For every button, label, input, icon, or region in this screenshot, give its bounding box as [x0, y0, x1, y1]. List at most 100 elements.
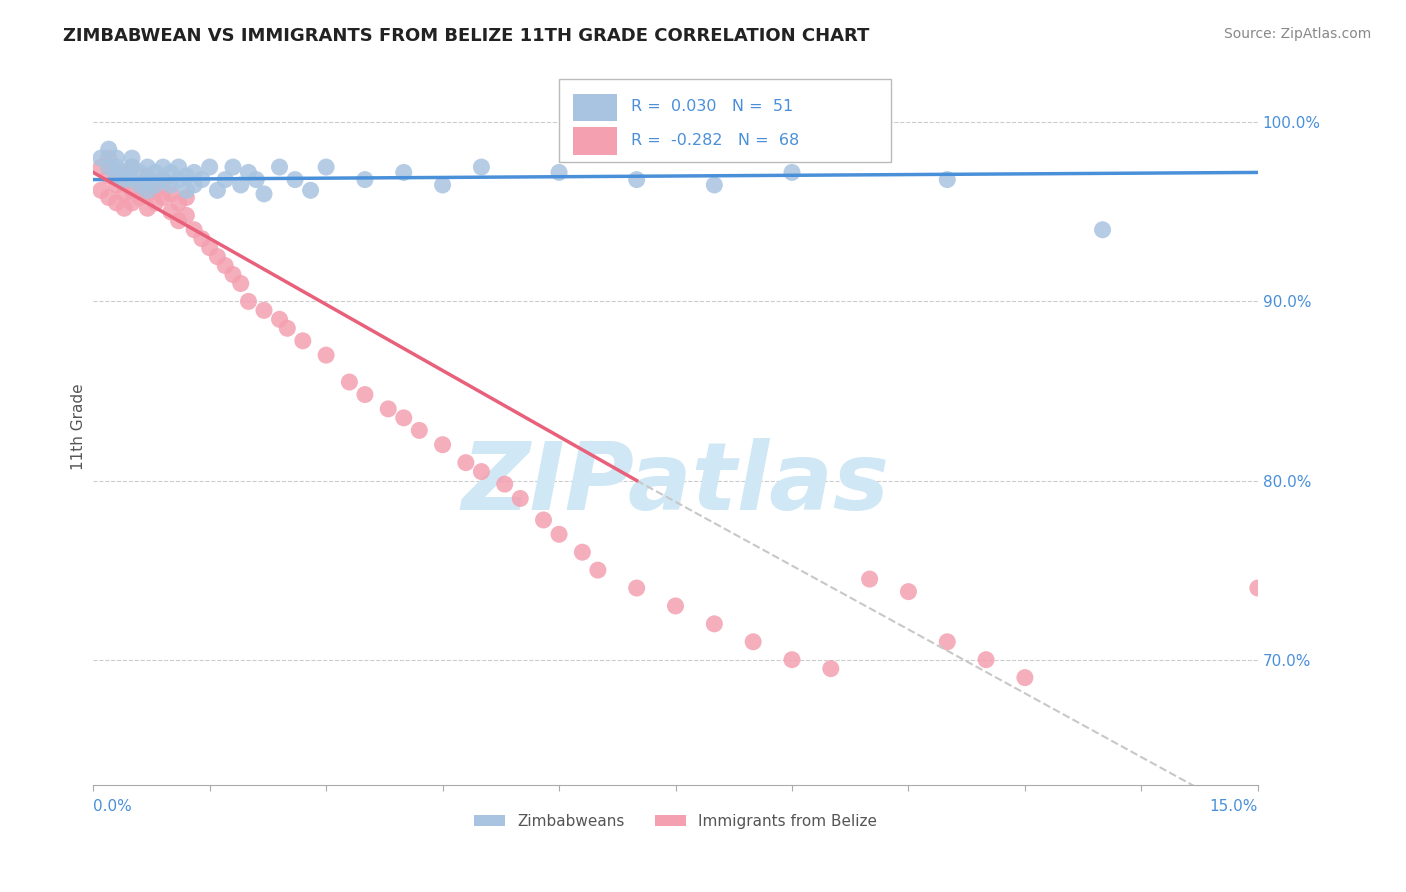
Point: [284, 172, 307, 186]
Point: [1091, 223, 1114, 237]
Point: [121, 160, 143, 174]
Point: [392, 410, 415, 425]
Text: R =  0.030   N =  51: R = 0.030 N = 51: [631, 99, 793, 114]
Point: [470, 465, 492, 479]
Point: [159, 178, 181, 192]
Point: [191, 172, 214, 186]
Point: [432, 178, 454, 192]
Point: [586, 563, 609, 577]
Point: [392, 165, 415, 179]
Point: [222, 160, 245, 174]
Point: [269, 312, 291, 326]
Point: [121, 172, 143, 186]
Point: [105, 165, 128, 179]
Point: [315, 160, 337, 174]
Point: [299, 183, 322, 197]
Y-axis label: 11th Grade: 11th Grade: [72, 384, 86, 470]
Point: [167, 195, 190, 210]
Point: [377, 401, 399, 416]
Text: R =  -0.282   N =  68: R = -0.282 N = 68: [631, 133, 800, 148]
Point: [136, 186, 159, 201]
Point: [97, 151, 120, 165]
Point: [176, 183, 198, 197]
Point: [432, 438, 454, 452]
Point: [105, 169, 128, 183]
Point: [214, 172, 236, 186]
Point: [222, 268, 245, 282]
Point: [494, 477, 516, 491]
Point: [859, 572, 882, 586]
Point: [703, 616, 725, 631]
Point: [238, 165, 260, 179]
Point: [191, 232, 214, 246]
Legend: Zimbabweans, Immigrants from Belize: Zimbabweans, Immigrants from Belize: [468, 807, 883, 835]
Point: [1247, 581, 1270, 595]
Point: [276, 321, 298, 335]
Point: [897, 584, 920, 599]
Point: [533, 513, 555, 527]
Point: [136, 201, 159, 215]
Point: [703, 178, 725, 192]
Point: [176, 208, 198, 222]
Point: [112, 201, 135, 215]
Point: [167, 214, 190, 228]
Point: [548, 527, 571, 541]
Point: [626, 581, 648, 595]
Point: [820, 662, 842, 676]
Text: ZIPatlas: ZIPatlas: [461, 438, 890, 530]
Point: [253, 186, 276, 201]
Point: [121, 151, 143, 165]
Point: [128, 178, 150, 192]
Point: [207, 250, 229, 264]
Point: [936, 634, 959, 648]
Point: [152, 190, 174, 204]
Point: [167, 172, 190, 186]
Point: [315, 348, 337, 362]
Point: [97, 160, 120, 174]
Point: [143, 195, 166, 210]
Point: [105, 178, 128, 192]
Point: [97, 190, 120, 204]
Text: ZIMBABWEAN VS IMMIGRANTS FROM BELIZE 11TH GRADE CORRELATION CHART: ZIMBABWEAN VS IMMIGRANTS FROM BELIZE 11T…: [63, 27, 870, 45]
Point: [207, 183, 229, 197]
Point: [90, 160, 112, 174]
Point: [936, 172, 959, 186]
Point: [183, 165, 205, 179]
FancyBboxPatch shape: [574, 94, 617, 120]
Point: [90, 183, 112, 197]
Point: [183, 178, 205, 192]
Point: [664, 599, 686, 613]
Point: [780, 653, 803, 667]
Point: [229, 178, 252, 192]
Point: [136, 172, 159, 186]
Point: [97, 142, 120, 156]
Point: [128, 165, 150, 179]
Point: [121, 183, 143, 197]
Point: [112, 165, 135, 179]
Point: [291, 334, 314, 348]
Point: [121, 160, 143, 174]
Point: [152, 172, 174, 186]
Point: [470, 160, 492, 174]
Point: [571, 545, 593, 559]
Point: [354, 387, 377, 401]
Point: [159, 204, 181, 219]
Text: Source: ZipAtlas.com: Source: ZipAtlas.com: [1223, 27, 1371, 41]
Point: [238, 294, 260, 309]
Point: [339, 375, 361, 389]
Point: [176, 169, 198, 183]
Point: [121, 195, 143, 210]
Point: [136, 183, 159, 197]
FancyBboxPatch shape: [560, 79, 891, 161]
Point: [112, 172, 135, 186]
Point: [214, 259, 236, 273]
Point: [354, 172, 377, 186]
Point: [229, 277, 252, 291]
Point: [136, 169, 159, 183]
Point: [974, 653, 997, 667]
Point: [167, 160, 190, 174]
Point: [183, 223, 205, 237]
Point: [105, 151, 128, 165]
Point: [143, 183, 166, 197]
Point: [159, 186, 181, 201]
